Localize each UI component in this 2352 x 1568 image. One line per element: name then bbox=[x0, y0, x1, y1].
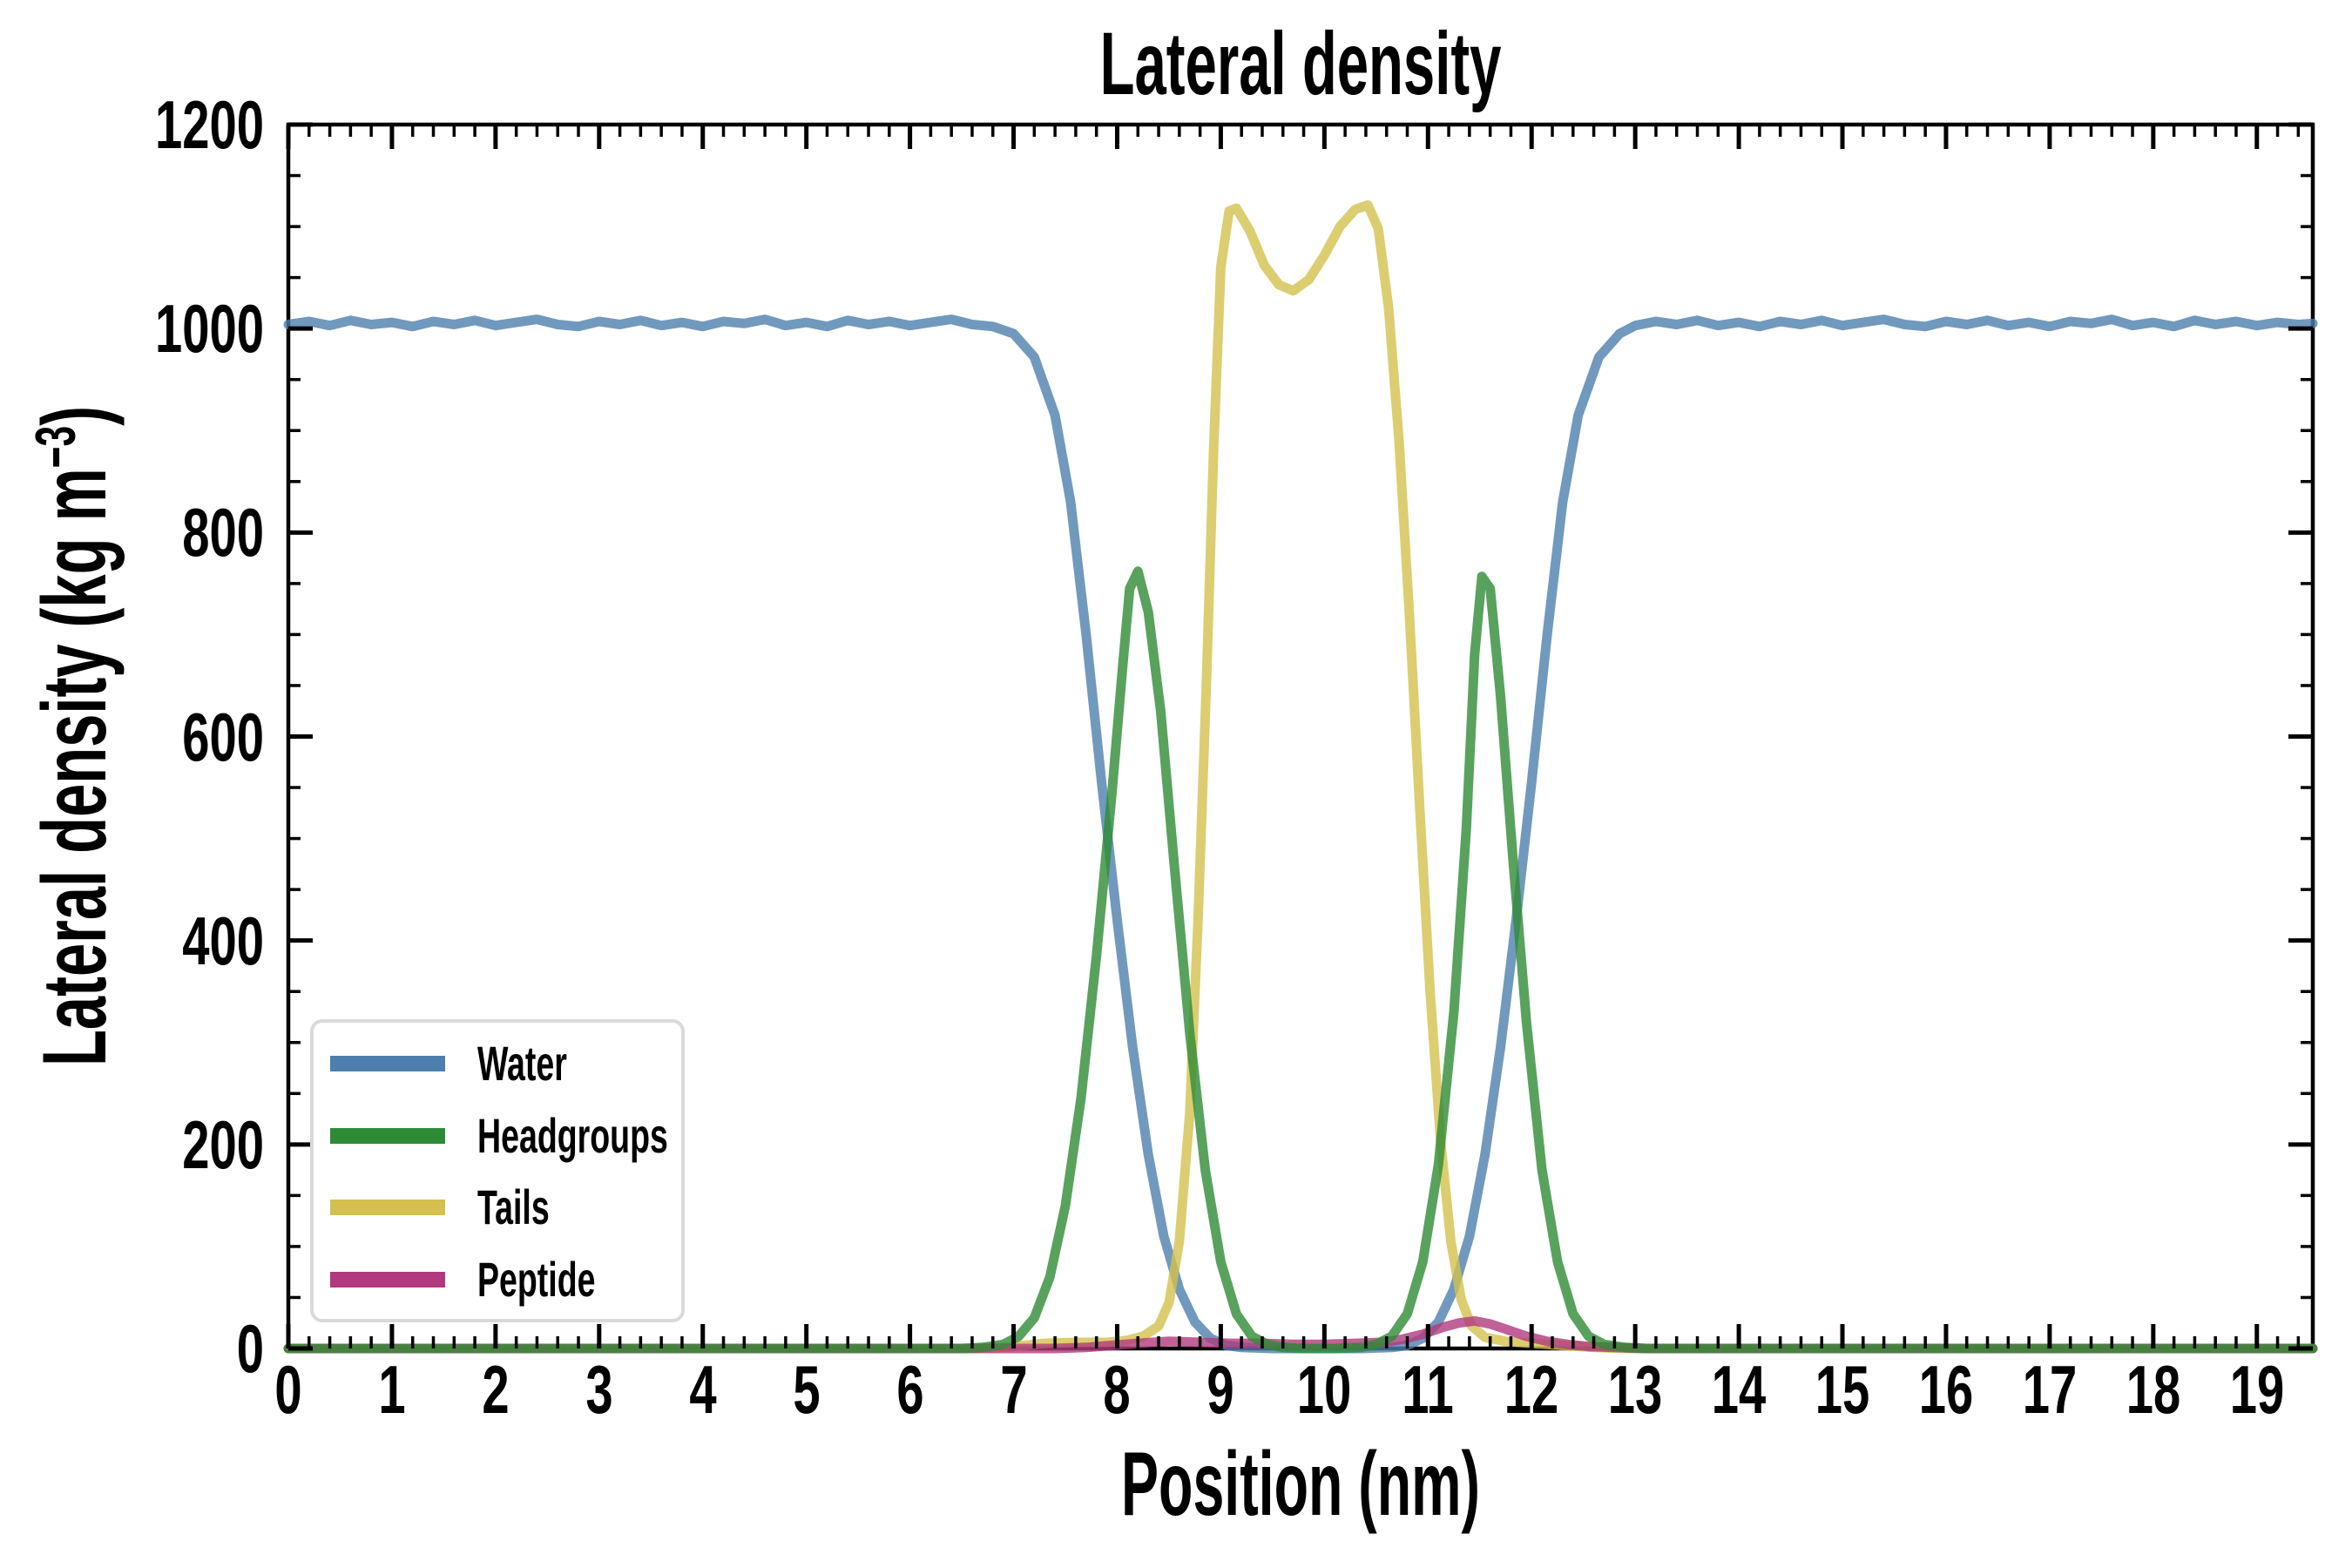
y-tick-label: 0 bbox=[236, 1310, 264, 1387]
y-tick-label: 1000 bbox=[155, 290, 264, 368]
y-tick-label: 800 bbox=[182, 494, 264, 571]
x-tick-label: 19 bbox=[2229, 1351, 2285, 1428]
legend-swatch-peptide bbox=[330, 1272, 445, 1288]
x-tick-label: 12 bbox=[1504, 1351, 1559, 1428]
legend-swatch-tails bbox=[330, 1200, 445, 1215]
x-tick-label: 2 bbox=[482, 1351, 510, 1428]
x-tick-label: 18 bbox=[2126, 1351, 2181, 1428]
x-tick-label: 11 bbox=[1402, 1351, 1454, 1428]
x-tick-label: 6 bbox=[896, 1351, 924, 1428]
x-axis-label: Position (nm) bbox=[1121, 1434, 1480, 1535]
x-tick-label: 14 bbox=[1711, 1351, 1767, 1428]
y-axis-label-superscript: −3 bbox=[24, 425, 87, 469]
x-tick-label: 0 bbox=[274, 1351, 302, 1428]
legend-label-headgroups: Headgroups bbox=[477, 1108, 668, 1163]
legend-label-water: Water bbox=[477, 1036, 567, 1091]
y-axis-label: Lateral density (kg m−3) bbox=[24, 406, 125, 1066]
legend-label-tails: Tails bbox=[477, 1179, 550, 1234]
y-tick-label: 1200 bbox=[155, 86, 264, 163]
x-tick-label: 17 bbox=[2022, 1351, 2078, 1428]
legend-swatch-headgroups bbox=[330, 1128, 445, 1144]
x-tick-label: 5 bbox=[793, 1351, 821, 1428]
axis-ticks bbox=[286, 122, 2313, 1351]
x-tick-label: 16 bbox=[1918, 1351, 1974, 1428]
y-tick-label: 600 bbox=[182, 698, 264, 775]
x-tick-label: 1 bbox=[378, 1351, 406, 1428]
x-tick-label: 15 bbox=[1815, 1351, 1870, 1428]
x-tick-label: 13 bbox=[1607, 1351, 1663, 1428]
x-tick-label: 4 bbox=[689, 1351, 717, 1428]
y-tick-label: 200 bbox=[182, 1105, 264, 1183]
legend-swatch-water bbox=[330, 1056, 445, 1071]
y-axis-label-main: Lateral density (kg m bbox=[24, 468, 125, 1066]
chart-title: Lateral density bbox=[1099, 14, 1502, 113]
legend-label-peptide: Peptide bbox=[477, 1252, 596, 1307]
legend-box: Water Headgroups Tails Peptide bbox=[310, 1019, 685, 1322]
x-tick-label: 10 bbox=[1297, 1351, 1352, 1428]
x-tick-label: 7 bbox=[999, 1351, 1028, 1428]
x-tick-label: 3 bbox=[585, 1351, 613, 1428]
y-tick-label: 400 bbox=[182, 902, 264, 979]
x-tick-label: 9 bbox=[1206, 1351, 1235, 1428]
y-axis-label-close: ) bbox=[24, 406, 125, 426]
x-tick-label: 8 bbox=[1103, 1351, 1132, 1428]
